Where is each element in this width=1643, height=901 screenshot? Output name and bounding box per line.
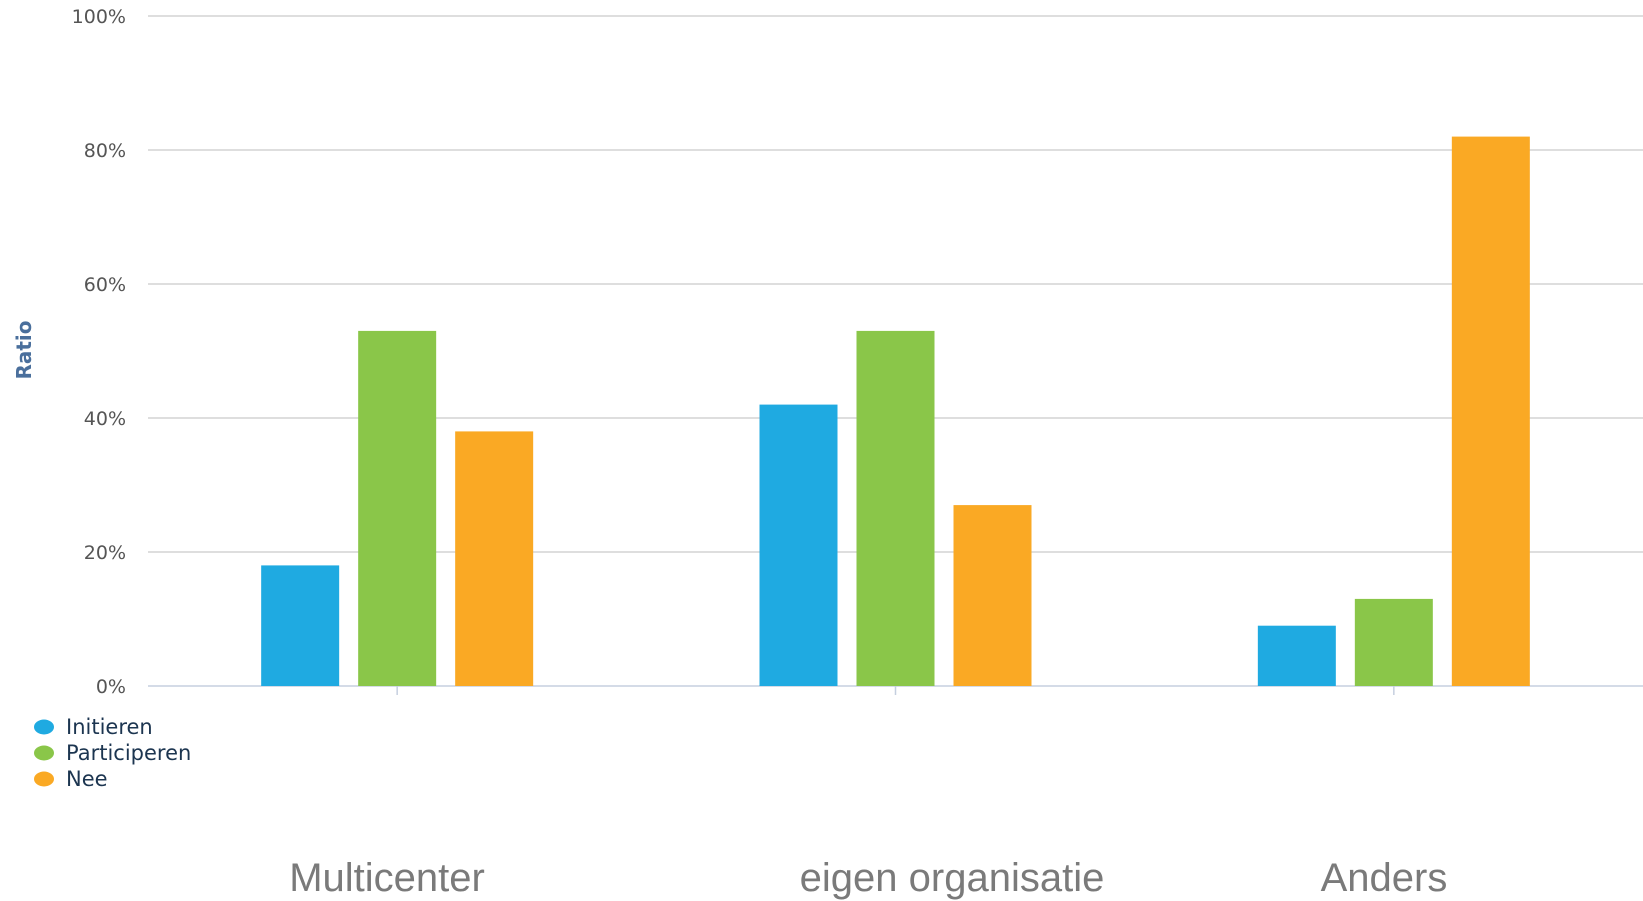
legend-label: Initieren <box>66 715 153 739</box>
category-label: eigen organisatie <box>800 856 1105 900</box>
y-tick-label: 60% <box>84 274 126 296</box>
y-tick-label: 0% <box>96 676 126 698</box>
legend-marker <box>34 719 54 735</box>
x-axis <box>396 686 1395 695</box>
legend-label: Participeren <box>66 741 191 765</box>
bars <box>261 136 1530 687</box>
legend-marker <box>34 745 54 761</box>
y-tick-label: 80% <box>84 140 126 162</box>
category-label: Anders <box>1321 856 1448 900</box>
category-labels: Multicenter eigen organisatie Anders <box>289 856 1447 900</box>
y-axis-tick-labels: 0% 20% 40% 60% 80% 100% <box>72 6 126 698</box>
bar-initieren-2 <box>1257 625 1336 686</box>
bar-nee-1 <box>953 505 1032 686</box>
bar-nee-0 <box>455 431 534 686</box>
y-tick-label: 40% <box>84 408 126 430</box>
category-label: Multicenter <box>289 856 485 900</box>
bar-initieren-0 <box>261 565 340 686</box>
bar-participeren-2 <box>1354 598 1433 686</box>
bar-nee-2 <box>1451 136 1530 687</box>
y-axis-title: Ratio <box>12 320 36 379</box>
bar-participeren-1 <box>856 330 935 686</box>
bar-participeren-0 <box>358 330 437 686</box>
legend-label: Nee <box>66 767 108 791</box>
y-tick-label: 20% <box>84 542 126 564</box>
y-tick-label: 100% <box>72 6 126 28</box>
legend-marker <box>34 771 54 787</box>
bar-initieren-1 <box>759 404 838 686</box>
